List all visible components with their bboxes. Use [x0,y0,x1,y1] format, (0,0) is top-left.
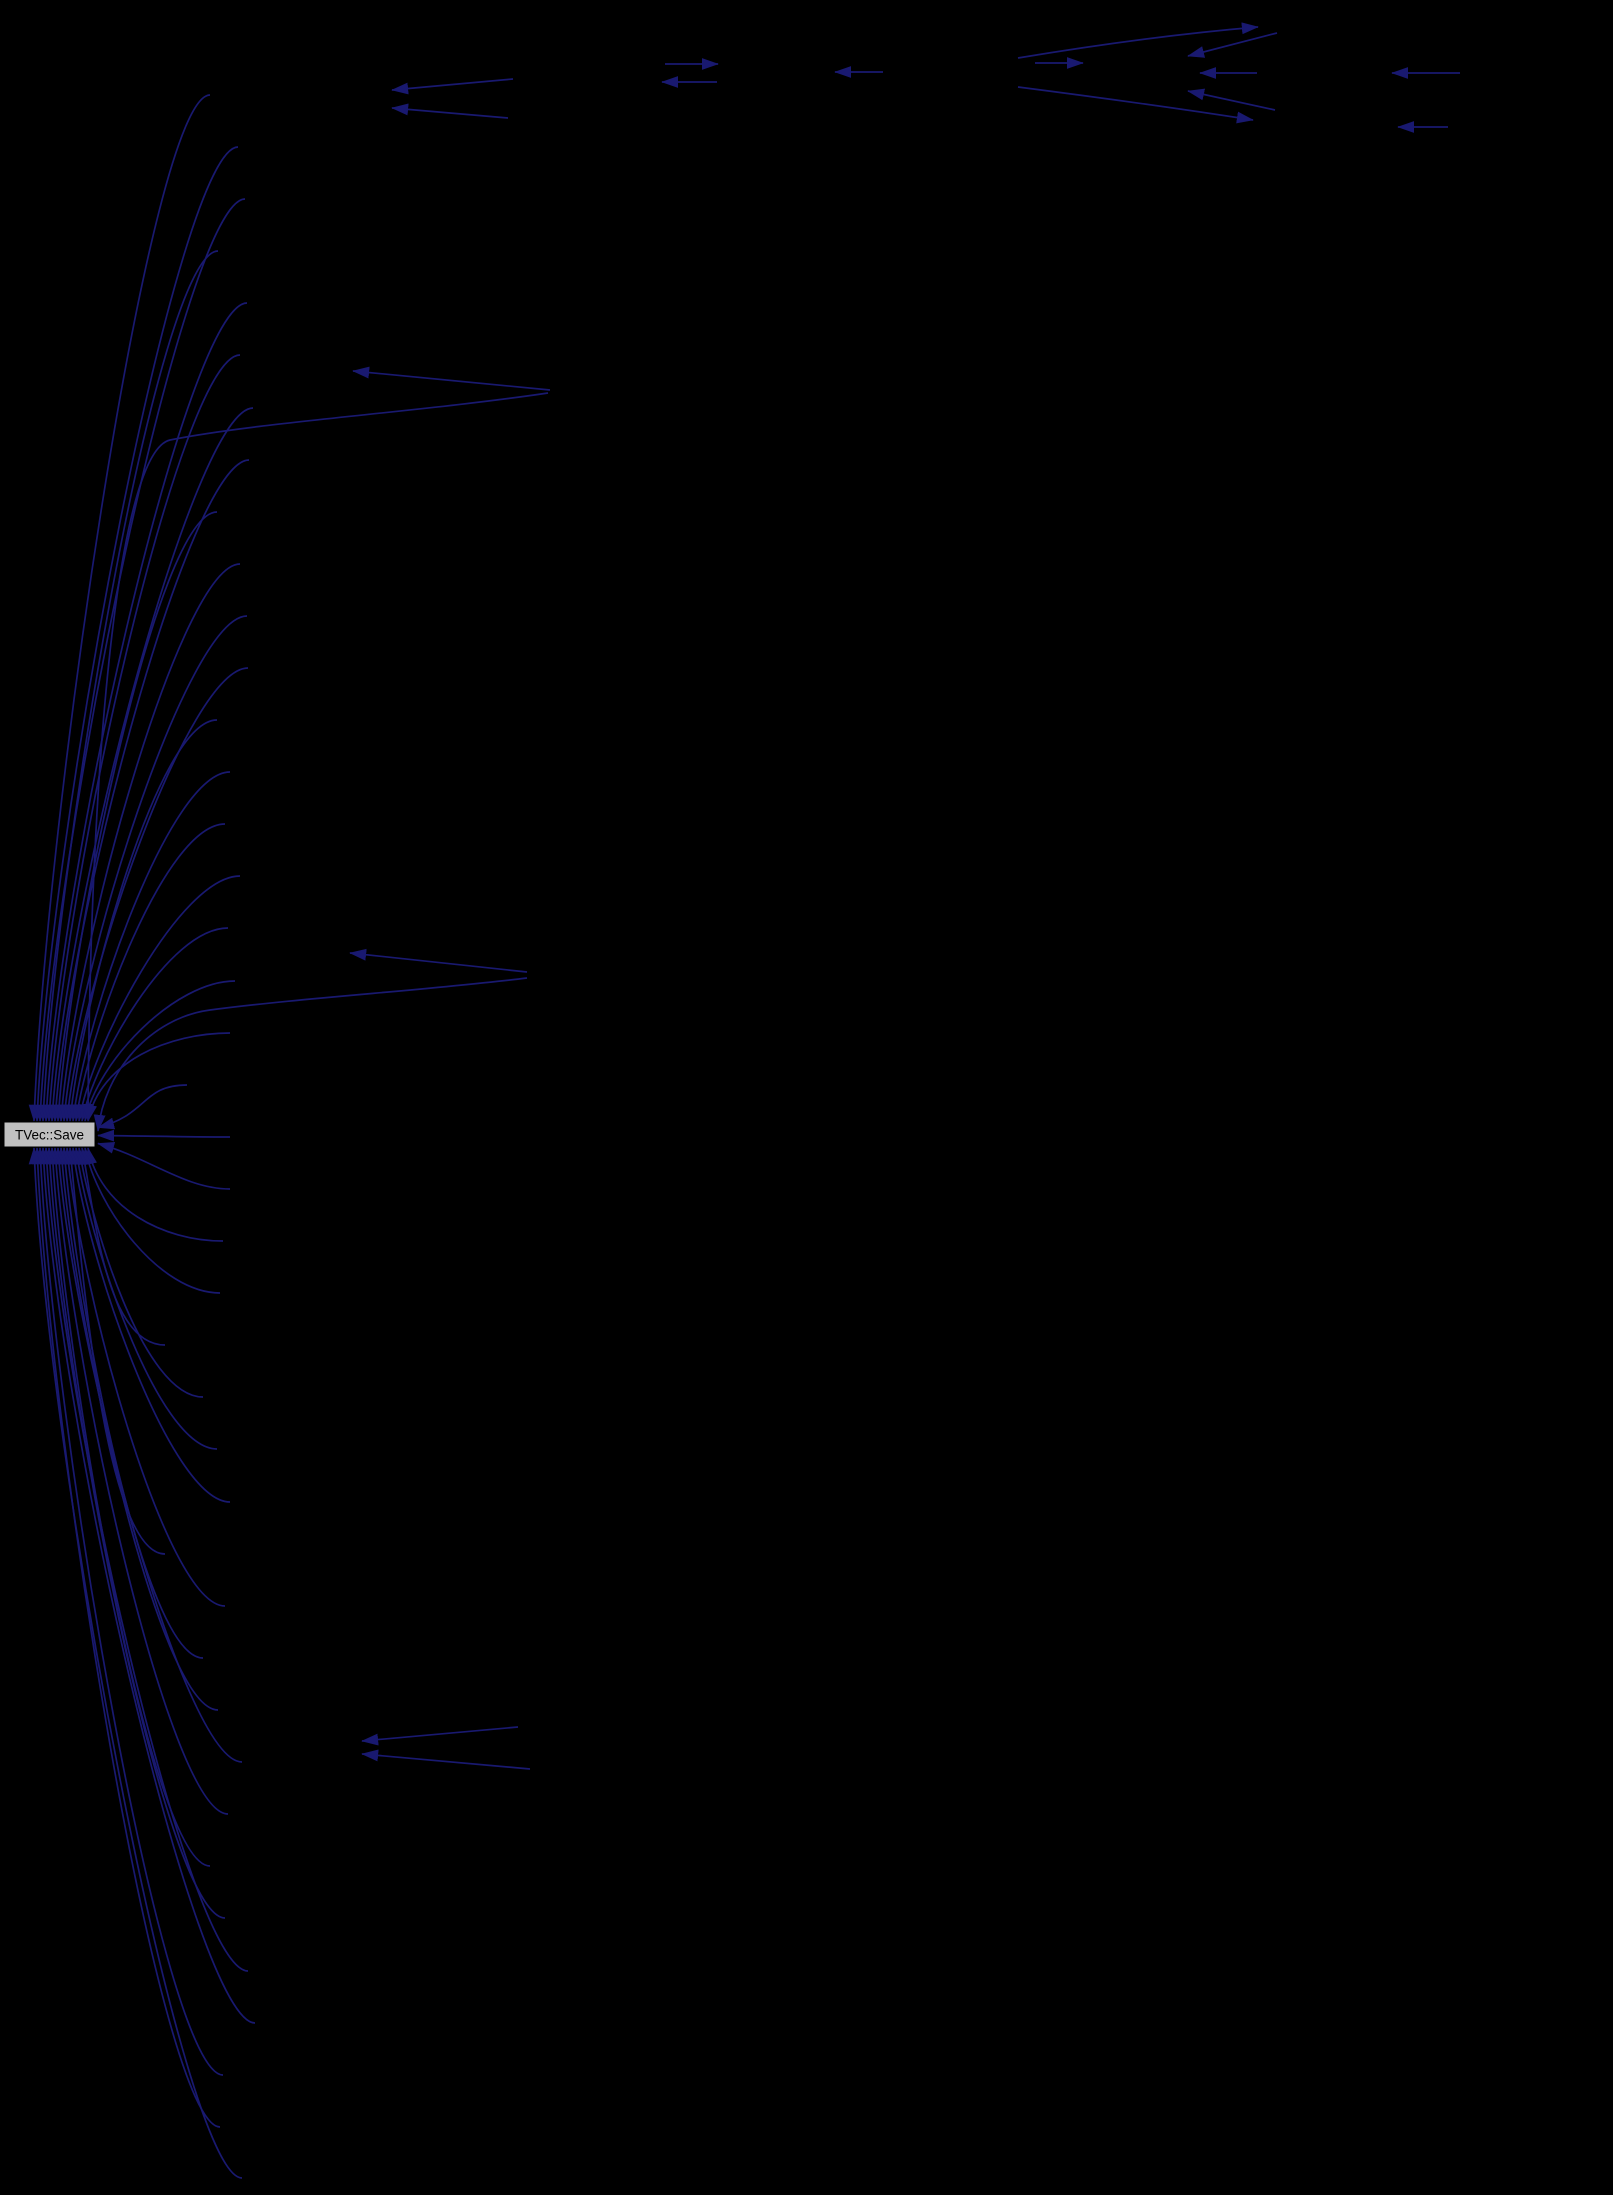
relay-arrow [391,78,514,95]
caller-edge [50,1147,229,1815]
relay-arrow [1187,32,1278,58]
caller-edge-long [93,977,528,1132]
caller-edge [43,354,241,1122]
relay-arrow [391,103,509,119]
caller-edge [68,1147,231,1503]
caller-edge [28,1147,243,2179]
caller-edge [59,615,248,1122]
relay-arrow [349,948,528,973]
caller-edge [37,1147,256,2024]
caller-edge [82,980,236,1122]
caller-edge [31,1147,221,2128]
edges-layer [28,22,1460,2179]
relay-arrow [352,366,551,391]
caller-edge [34,1147,224,2076]
relay-arrow [1187,88,1276,111]
relay-arrow [361,1726,519,1746]
caller-edge [85,1032,231,1122]
caller-edge [97,1084,188,1130]
caller-edge [72,1147,218,1450]
caller-edge [46,407,254,1122]
caller-edge [50,459,250,1122]
caller-edge [62,1147,226,1607]
caller-edge-long [82,392,549,1121]
caller-edge [40,1147,249,1972]
caller-edge [37,250,219,1122]
caller-edge [53,1147,243,1763]
central-node-label: TVec::Save [15,1128,84,1143]
caller-edge [97,1142,231,1190]
caller-edge [53,511,218,1122]
relay-arrow-curve [1017,86,1254,124]
caller-edge [31,146,239,1122]
caller-edge [79,927,229,1122]
caller-edge [68,771,231,1122]
caller-edge [34,198,246,1122]
caller-edge [65,719,218,1122]
caller-edge [56,563,241,1122]
caller-edge [40,302,248,1122]
caller-edge [56,1147,219,1711]
relay-arrow-curve [1017,22,1259,59]
caller-edge [75,1147,204,1398]
caller-edge [97,1129,231,1142]
central-node-box[interactable] [3,1121,96,1148]
caller-edge [62,667,249,1122]
caller-edge [28,94,211,1122]
relay-arrow [361,1749,531,1770]
caller-edge [72,823,226,1122]
caller-edge [82,1147,221,1294]
caller-edge [85,1147,224,1242]
central-node[interactable]: TVec::Save [3,1121,96,1148]
